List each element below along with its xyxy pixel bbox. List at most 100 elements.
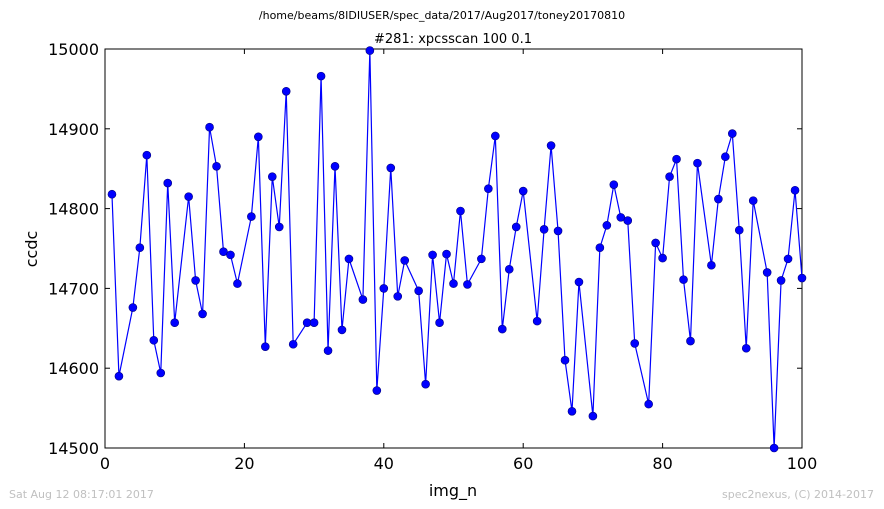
data-point	[233, 279, 242, 288]
data-point	[623, 216, 633, 225]
data-point	[449, 279, 458, 288]
data-point	[198, 309, 207, 319]
x-tick-label: 100	[787, 454, 818, 473]
data-point	[497, 324, 507, 334]
y-tick-label: 14700	[48, 279, 99, 298]
x-tick-label: 60	[513, 454, 533, 473]
data-point	[219, 247, 228, 256]
data-point	[316, 71, 326, 81]
y-tick-label: 14800	[48, 200, 99, 219]
data-point	[714, 194, 723, 204]
data-point	[595, 243, 605, 253]
y-axis-label: ccdc	[22, 231, 41, 268]
data-point	[546, 141, 556, 150]
data-point	[560, 355, 570, 365]
data-point	[421, 379, 430, 389]
data-point	[128, 303, 138, 312]
figure-suptitle: /home/beams/8IDIUSER/spec_data/2017/Aug2…	[259, 9, 625, 22]
data-point	[428, 250, 437, 260]
data-point	[274, 222, 284, 232]
data-point	[372, 386, 382, 395]
footer-copyright: spec2nexus, (C) 2014-2017	[722, 488, 874, 501]
data-point	[247, 212, 256, 221]
data-point	[226, 250, 235, 260]
data-point	[358, 295, 368, 304]
data-point	[588, 411, 598, 421]
data-point	[442, 249, 451, 259]
data-point	[435, 318, 444, 328]
data-point	[665, 172, 674, 181]
x-tick-label: 0	[100, 454, 110, 473]
axis-ticks	[104, 48, 803, 449]
data-point	[769, 443, 779, 453]
data-point	[477, 254, 486, 264]
data-point	[797, 273, 807, 283]
data-point	[741, 343, 751, 353]
data-point	[379, 284, 389, 293]
data-point	[693, 158, 702, 168]
series-layer	[107, 46, 807, 453]
data-point	[205, 122, 214, 132]
data-point	[142, 150, 152, 160]
data-point	[344, 254, 354, 264]
data-point	[672, 154, 681, 164]
data-point	[393, 292, 403, 301]
data-point	[149, 335, 159, 345]
data-point	[707, 260, 716, 270]
data-point	[553, 226, 563, 236]
data-point	[602, 221, 612, 230]
data-point	[679, 275, 688, 284]
data-point	[288, 339, 298, 349]
data-point	[790, 185, 800, 195]
data-point	[504, 264, 514, 274]
x-tick-label: 20	[234, 454, 254, 473]
data-point	[365, 46, 375, 55]
data-point	[574, 277, 584, 287]
data-point	[463, 280, 472, 289]
data-point	[386, 163, 396, 173]
data-point	[518, 186, 528, 196]
x-tick-label: 80	[652, 454, 672, 473]
data-point	[609, 180, 619, 189]
data-point	[686, 336, 695, 346]
data-point	[156, 368, 166, 378]
data-point	[539, 225, 549, 234]
data-point	[762, 268, 772, 277]
data-point	[414, 286, 423, 296]
data-point	[532, 316, 542, 326]
data-point	[323, 346, 333, 355]
data-point	[644, 399, 653, 409]
data-point	[135, 243, 145, 253]
data-point	[267, 172, 277, 181]
data-point	[721, 152, 730, 162]
data-point	[107, 189, 117, 199]
plot-area: 0 20 40 60 80 100 14500 14600 14700 14800 14900 150…	[48, 40, 817, 473]
data-point	[734, 225, 744, 235]
footer-timestamp: Sat Aug 12 08:17:01 2017	[9, 488, 154, 501]
y-tick-label: 14600	[48, 359, 99, 378]
data-point	[114, 371, 124, 381]
data-point	[330, 162, 340, 171]
data-point	[727, 129, 737, 138]
tick-labels: 0 20 40 60 80 100 14500 14600 14700 14800 14900 150…	[48, 40, 817, 473]
data-point	[184, 192, 193, 201]
data-point	[484, 184, 493, 193]
x-axis-label: img_n	[429, 481, 477, 501]
data-point	[163, 178, 173, 188]
data-point	[254, 132, 263, 142]
y-tick-label: 15000	[48, 40, 99, 59]
y-tick-label: 14500	[48, 439, 99, 458]
data-point	[783, 254, 793, 264]
data-point	[658, 253, 667, 263]
data-point	[212, 162, 221, 171]
data-point	[281, 86, 291, 96]
data-point	[191, 276, 200, 285]
data-point	[651, 238, 660, 248]
x-tick-label: 40	[374, 454, 394, 473]
data-point	[337, 325, 347, 335]
data-point	[170, 318, 179, 328]
data-point	[309, 318, 319, 328]
data-point	[748, 196, 758, 205]
data-point	[567, 406, 577, 416]
